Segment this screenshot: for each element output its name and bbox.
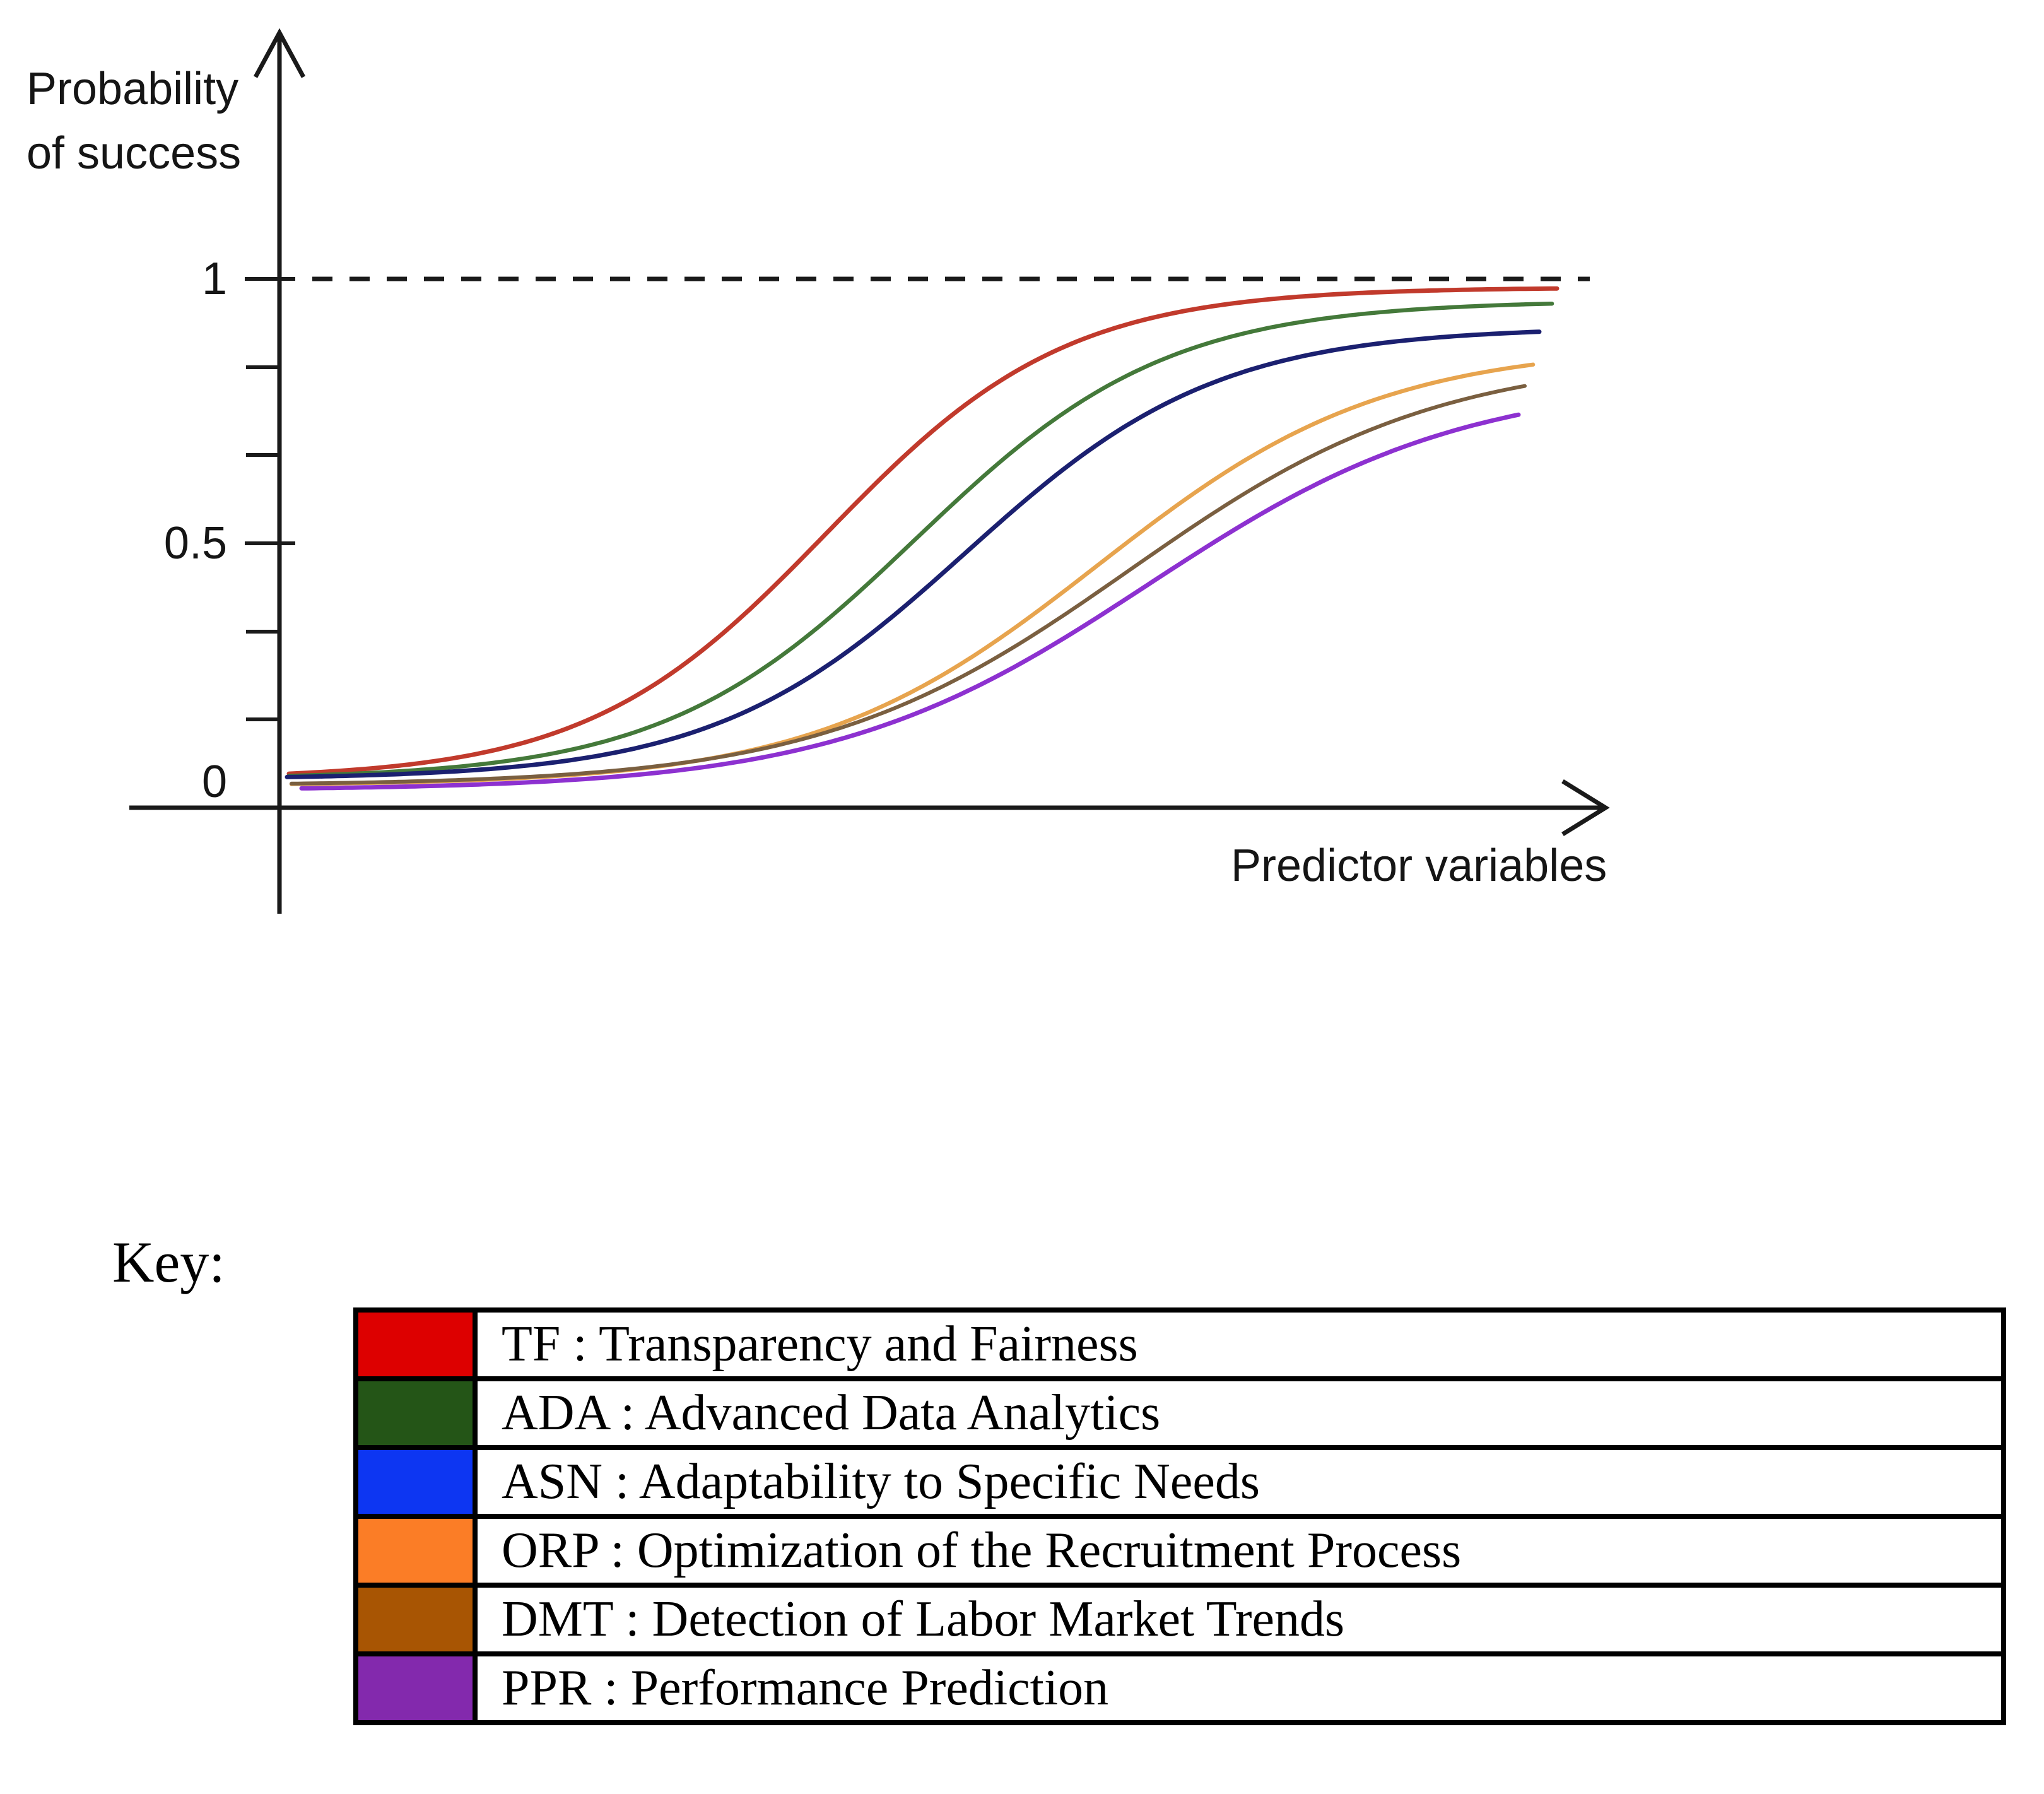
y-tick-label-0_5: 0.5 <box>163 518 227 569</box>
legend-label-ppr: PPR : Performance Prediction <box>473 1651 2006 1725</box>
y-axis-label-line1: Probability <box>26 64 239 114</box>
legend-swatch-orp <box>353 1514 478 1588</box>
y-axis-label: Probability of success <box>26 57 241 186</box>
curve-ada <box>286 301 1554 778</box>
legend-swatch-ada <box>353 1376 478 1450</box>
legend-label-dmt: DMT : Detection of Labor Market Trends <box>473 1583 2006 1656</box>
y-tick-label-1: 1 <box>201 254 227 304</box>
legend-heading: Key: <box>112 1230 225 1294</box>
curve-dmt <box>290 384 1527 786</box>
legend-row-ada: ADA : Advanced Data Analytics <box>353 1376 2006 1450</box>
legend-row-asn: ASN : Adaptability to Specific Needs <box>353 1445 2006 1519</box>
y-axis-label-line2: of success <box>26 128 242 179</box>
legend-row-dmt: DMT : Detection of Labor Market Trends <box>353 1583 2006 1656</box>
x-axis-label: Predictor variables <box>1231 841 1607 891</box>
legend-label-asn: ASN : Adaptability to Specific Needs <box>473 1445 2006 1519</box>
legend-swatch-ppr <box>353 1651 478 1725</box>
legend-label-ada: ADA : Advanced Data Analytics <box>473 1376 2006 1450</box>
curve-orp <box>289 362 1536 786</box>
curve-asn <box>285 329 1542 779</box>
y-axis-arrow-icon <box>253 28 306 78</box>
legend-row-tf: TF : Transparency and Fairness <box>353 1307 2006 1381</box>
curve-group <box>285 286 1559 791</box>
legend-swatch-dmt <box>353 1583 478 1656</box>
legend-table: TF : Transparency and Fairness ADA : Adv… <box>353 1307 2006 1725</box>
legend-row-ppr: PPR : Performance Prediction <box>353 1651 2006 1725</box>
legend-row-orp: ORP : Optimization of the Recruitment Pr… <box>353 1514 2006 1588</box>
y-tick-label-0: 0 <box>201 757 227 807</box>
legend-swatch-asn <box>353 1445 478 1519</box>
curve-tf <box>286 286 1559 776</box>
curve-ppr <box>299 412 1521 791</box>
logistic-curves-plot <box>129 28 1610 914</box>
legend-swatch-tf <box>353 1307 478 1381</box>
legend-label-orp: ORP : Optimization of the Recruitment Pr… <box>473 1514 2006 1588</box>
x-axis-arrow-icon <box>1561 779 1610 836</box>
legend-label-tf: TF : Transparency and Fairness <box>473 1307 2006 1381</box>
